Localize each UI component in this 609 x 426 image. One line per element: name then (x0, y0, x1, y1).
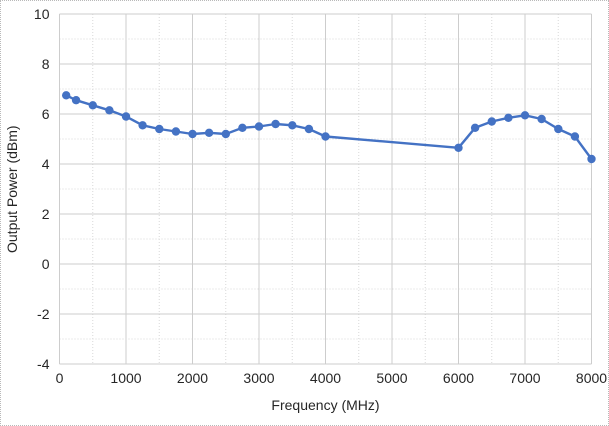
data-point (570, 132, 580, 141)
y-tick-label: -4 (37, 356, 50, 372)
data-point (188, 129, 197, 139)
data-point (454, 143, 463, 152)
data-point (105, 106, 114, 115)
x-tick-label: 2000 (177, 370, 208, 386)
data-point (504, 113, 513, 123)
data-point (204, 128, 214, 137)
data-point (254, 122, 264, 131)
x-tick-label: 6000 (443, 370, 474, 386)
data-point (520, 111, 530, 120)
y-tick-label: 10 (34, 6, 50, 22)
data-point (537, 114, 546, 124)
data-point (121, 112, 131, 121)
data-point (138, 121, 147, 130)
data-point (61, 91, 71, 100)
y-axis-title: Output Power (dBm) (4, 125, 20, 253)
data-point (554, 124, 563, 134)
y-tick-label: 2 (42, 206, 50, 222)
x-tick-label: 5000 (376, 370, 407, 386)
x-tick-label: 1000 (110, 370, 141, 386)
data-point (487, 117, 496, 126)
x-tick-label: 4000 (310, 370, 341, 386)
x-axis-title: Frequency (MHz) (271, 397, 380, 413)
data-point (271, 119, 280, 129)
data-point (288, 121, 297, 130)
data-point (238, 123, 247, 132)
data-point (171, 127, 181, 136)
y-tick-label: 6 (42, 106, 50, 122)
data-point (321, 132, 330, 141)
data-point (88, 101, 98, 110)
x-tick-label: 7000 (509, 370, 540, 386)
data-point (71, 96, 81, 105)
data-point (587, 154, 596, 164)
data-point (155, 124, 164, 134)
y-tick-label: 8 (42, 56, 50, 72)
y-tick-label: 4 (42, 156, 50, 172)
x-tick-label: 0 (56, 370, 64, 386)
data-point (221, 129, 230, 139)
y-tick-label: -2 (37, 306, 50, 322)
data-point (304, 124, 314, 134)
x-tick-label: 8000 (576, 370, 607, 386)
y-tick-label: 0 (42, 256, 50, 272)
x-tick-label: 3000 (243, 370, 274, 386)
data-point (470, 123, 480, 132)
